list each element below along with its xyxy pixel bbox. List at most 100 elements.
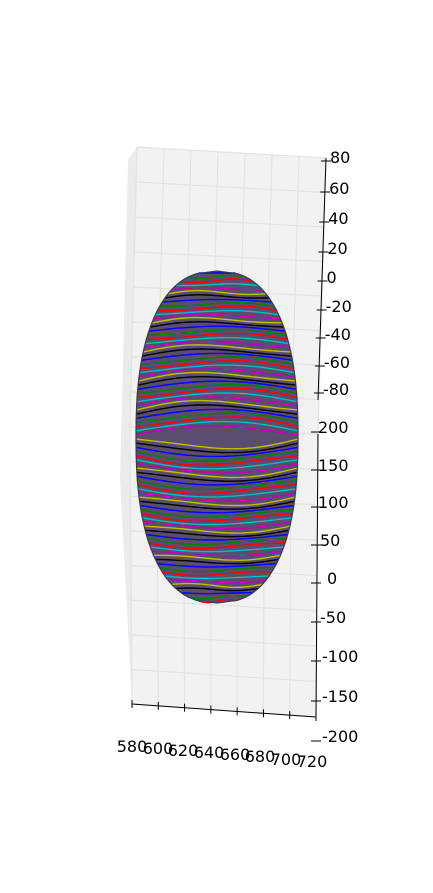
z-tick-label: -60	[324, 353, 350, 372]
x-tick-label: 580	[117, 737, 148, 756]
contour-line	[151, 550, 283, 557]
contour-line	[153, 554, 281, 561]
contour-line	[136, 404, 298, 415]
contour-line	[148, 325, 286, 332]
contour-line	[136, 471, 298, 482]
contour-line	[150, 321, 284, 328]
surface-contours	[135, 270, 299, 604]
contour-line	[140, 504, 294, 514]
z-tick-label: -80	[323, 380, 349, 399]
x-axis-line	[131, 703, 317, 718]
contour-line	[164, 294, 270, 299]
contour-line	[140, 356, 294, 366]
z-tick-label: 60	[329, 179, 349, 198]
contour-line	[146, 332, 288, 341]
contour-line	[139, 364, 295, 374]
x-tick-label: 620	[168, 741, 199, 760]
contour-line	[135, 446, 299, 458]
contour-line	[136, 396, 298, 407]
contour-line	[157, 305, 277, 312]
contour-line	[153, 313, 281, 320]
contour-line	[143, 344, 291, 353]
gridline-z	[136, 146, 327, 159]
contour-line	[135, 442, 299, 454]
x-tick-label: 660	[220, 745, 251, 764]
contour-line	[147, 538, 287, 546]
gridline-y	[131, 634, 317, 647]
contour-line	[148, 542, 286, 550]
x-tick-label: 680	[245, 747, 276, 766]
contour-line	[137, 387, 298, 399]
contour-line	[146, 533, 288, 541]
contour-line	[138, 492, 296, 502]
contour-line	[135, 438, 299, 450]
contour-line	[171, 286, 263, 291]
contour-line	[171, 582, 263, 588]
y-tick-label: 50	[320, 531, 340, 550]
contour-line	[168, 579, 267, 584]
contour-line	[137, 479, 297, 491]
z-tick-label: 80	[330, 148, 350, 167]
contour-line	[136, 412, 299, 424]
x-tick-label: 640	[194, 743, 225, 762]
contour-line	[136, 475, 298, 486]
y-tick-label: -50	[320, 608, 346, 627]
contour-line	[167, 289, 267, 296]
z-tick-label: 0	[327, 268, 337, 287]
contour-line	[136, 463, 298, 474]
contour-line	[162, 298, 272, 303]
gridline-z	[135, 216, 325, 228]
x-tick-label: 700	[271, 750, 302, 769]
contour-line	[147, 328, 287, 336]
contour-line	[159, 301, 275, 307]
contour-line	[135, 425, 299, 436]
contour-line	[136, 455, 298, 466]
y-tick-label: 150	[318, 456, 349, 475]
x-tick-label: 600	[143, 739, 174, 758]
contour-line	[175, 587, 259, 592]
z-tick-label: 20	[327, 239, 347, 258]
z-axis: 80 60 40 20 0 -20 -40 -60 -80	[314, 148, 352, 401]
contour-line	[136, 392, 298, 403]
contour-line	[136, 408, 298, 419]
contour-line	[150, 546, 284, 553]
contour-line	[135, 420, 299, 432]
gridline-z	[134, 251, 324, 263]
y-axis-line	[315, 433, 319, 718]
y-tick-label: -200	[322, 727, 358, 746]
gridline-y	[131, 599, 317, 612]
contour-line	[145, 337, 289, 345]
contour-line	[135, 416, 299, 428]
contour-line	[142, 517, 292, 526]
contour-line	[187, 594, 247, 600]
contour-line	[144, 340, 290, 349]
contour-line	[137, 380, 297, 390]
y-tick-label: -150	[322, 687, 358, 706]
contour-line	[145, 529, 289, 538]
contour-line	[151, 316, 283, 324]
contour-line	[140, 508, 294, 518]
contour-line	[138, 496, 296, 507]
contour-line	[180, 278, 254, 284]
contour-line	[137, 484, 297, 495]
contour-line	[162, 571, 272, 577]
contour-line	[159, 567, 275, 573]
z-tick-label: 40	[328, 209, 348, 228]
contour-line	[136, 459, 298, 470]
contour-line	[138, 368, 296, 378]
contour-line	[141, 352, 293, 361]
surface-outline	[135, 270, 299, 604]
contour-line	[137, 488, 296, 498]
y-tick-label: 200	[318, 418, 349, 437]
contour-line	[138, 371, 296, 382]
z-tick-label: -40	[325, 325, 351, 344]
contour-line	[144, 525, 290, 534]
contour-line	[137, 376, 296, 386]
y-tick-label: 0	[327, 569, 337, 588]
y-tick-label: 100	[318, 493, 349, 512]
contour-line	[155, 310, 279, 316]
y-tick-label: -100	[322, 647, 358, 666]
contour-line	[137, 383, 297, 395]
z-axis-line	[317, 157, 327, 401]
